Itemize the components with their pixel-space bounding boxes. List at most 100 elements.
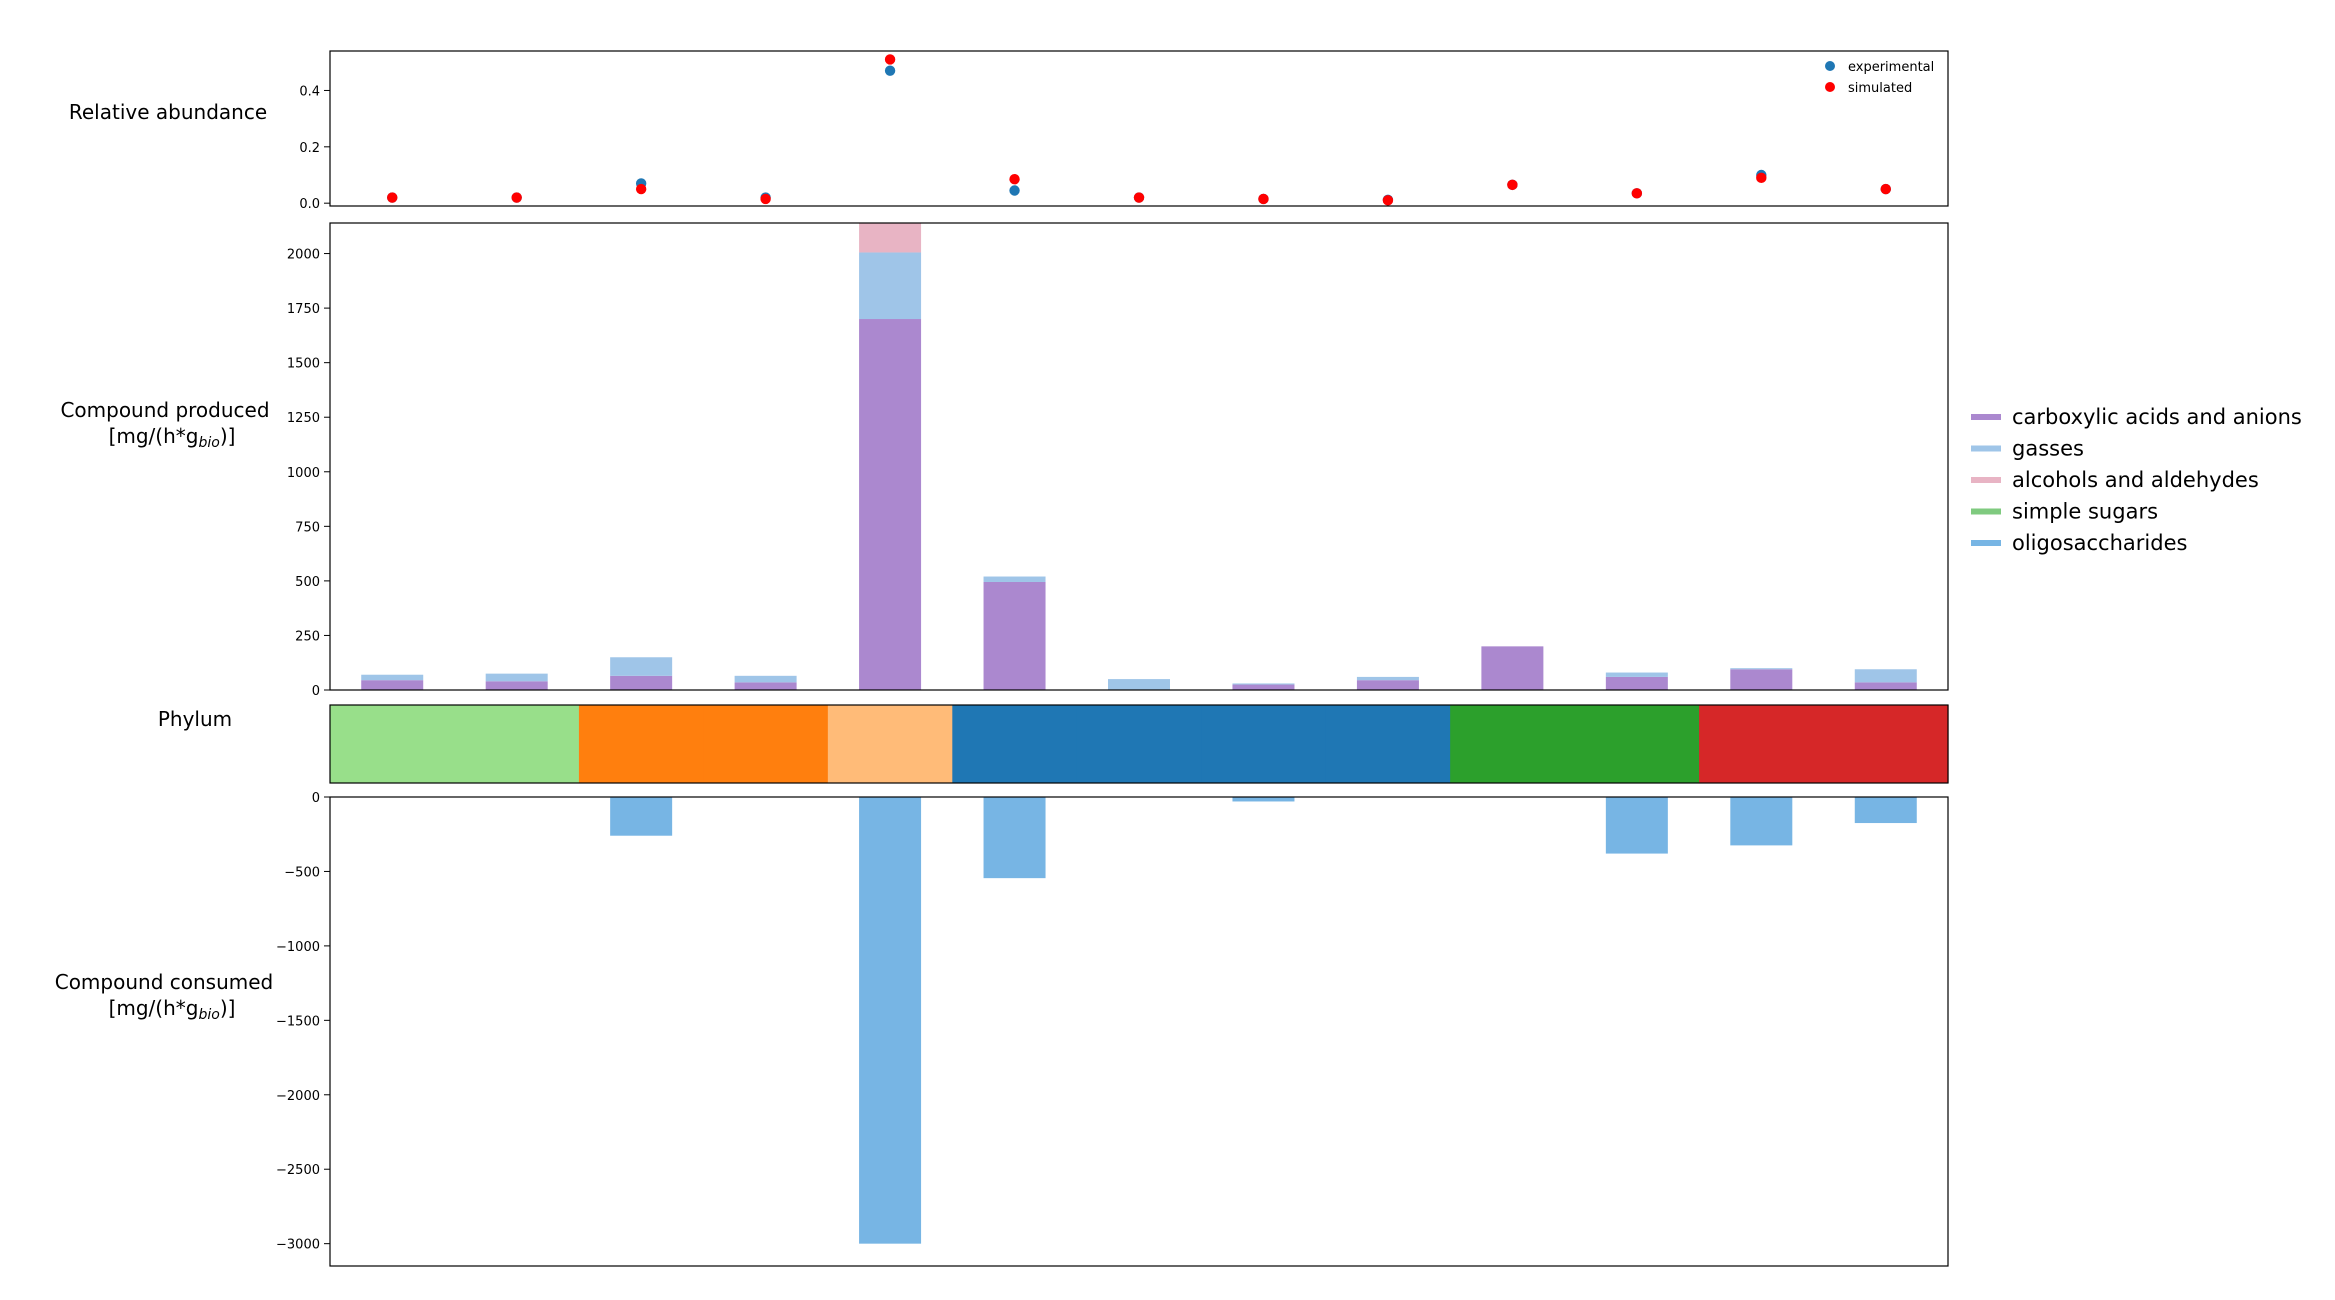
legend-label-4: simple sugars: [2012, 500, 2158, 524]
produced-bar-gasses-1: [361, 674, 424, 681]
legend-label-2: gasses: [2012, 437, 2084, 461]
produced-bar-gasses-4: [734, 675, 797, 683]
abundance-legend-marker-simulated: [1825, 82, 1835, 92]
abundance-point-simulated-2: [511, 192, 522, 203]
consumed-y-tick-label: −1500: [276, 1014, 320, 1029]
produced-bar-gasses-7: [1108, 679, 1170, 690]
consumed-y-tick-label: −2500: [276, 1163, 320, 1178]
produced-bar-carboxylic-acids-and-anions-9: [1356, 680, 1419, 690]
phylum-cell-7: [1076, 705, 1202, 783]
legend-label-5: oligosaccharides: [2012, 531, 2187, 555]
produced-bar-gasses-6: [983, 576, 1046, 582]
produced-y-tick-label: 1500: [287, 357, 320, 372]
phylum-cell-5: [827, 705, 953, 783]
phylum-cell-4: [703, 705, 829, 783]
produced-label-line2: [mg/(h*gbio)]: [109, 424, 236, 451]
produced-bar-carboxylic-acids-and-anions-11: [1605, 676, 1668, 690]
produced-bar-gasses-5: [859, 252, 922, 320]
consumed-y-tick-label: −3000: [276, 1238, 320, 1253]
phylum-cell-11: [1574, 705, 1700, 783]
consumed-bar-6: [983, 797, 1046, 879]
produced-bar-gasses-9: [1356, 676, 1419, 681]
abundance-point-simulated-6: [1009, 174, 1020, 185]
produced-bar-alcohols-and-aldehydes-5: [859, 223, 922, 253]
produced-y-tick-label: 500: [295, 575, 320, 590]
consumed-label-line1: Compound consumed: [55, 970, 274, 994]
produced-y-tick-label: 1000: [287, 466, 320, 481]
abundance-legend-label-simulated: simulated: [1848, 81, 1912, 96]
abundance-point-experimental-5: [884, 65, 896, 76]
legend-label-3: alcohols and aldehydes: [2012, 468, 2259, 492]
abundance-y-tick-label: 0.4: [299, 84, 320, 99]
abundance-legend-marker-experimental: [1825, 61, 1835, 71]
produced-bar-gasses-2: [485, 673, 548, 682]
consumed-label-line2: [mg/(h*gbio)]: [109, 996, 236, 1023]
phylum-cell-12: [1699, 705, 1825, 783]
produced-y-tick-label: 1250: [287, 411, 320, 426]
produced-y-tick-label: 0: [312, 684, 320, 699]
abundance-point-simulated-1: [387, 192, 398, 203]
produced-bar-carboxylic-acids-and-anions-2: [485, 681, 548, 690]
consumed-bar-5: [859, 797, 922, 1244]
compound-legend: carboxylic acids and anions gasses alcohol…: [1971, 405, 2302, 555]
produced-frame: [329, 222, 1949, 691]
produced-bar-carboxylic-acids-and-anions-8: [1232, 684, 1295, 690]
abundance-point-simulated-12: [1756, 172, 1767, 184]
consumed-y-tick-label: −1000: [276, 940, 320, 955]
produced-bar-carboxylic-acids-and-anions-10: [1481, 646, 1544, 690]
abundance-y-tick-label: 0.2: [299, 141, 320, 156]
abundance-point-simulated-7: [1133, 192, 1145, 203]
produced-bar-carboxylic-acids-and-anions-1: [361, 680, 424, 690]
abundance-point-simulated-5: [884, 54, 896, 65]
phylum-panel: [329, 704, 1949, 784]
produced-bar-gasses-12: [1730, 668, 1793, 670]
consumed-bar-3: [610, 797, 673, 836]
abundance-point-experimental-6: [1009, 185, 1020, 196]
phylum-cell-13: [1823, 705, 1949, 783]
produced-y-tick-label: 250: [295, 629, 320, 644]
abundance-y-tick-label: 0.0: [299, 197, 320, 212]
abundance-point-simulated-3: [635, 183, 647, 195]
phylum-cell-6: [952, 705, 1078, 783]
abundance-frame: [329, 50, 1949, 207]
produced-bar-gasses-8: [1232, 683, 1295, 685]
phylum-cell-1: [330, 705, 456, 783]
produced-y-tick-label: 2000: [287, 248, 320, 263]
produced-label-line1: Compound produced: [60, 398, 269, 422]
consumed-bar-12: [1730, 797, 1793, 846]
phylum-frame: [329, 704, 1949, 784]
produced-bar-carboxylic-acids-and-anions-4: [734, 682, 797, 690]
produced-bar-gasses-11: [1605, 672, 1668, 677]
produced-bar-gasses-3: [610, 657, 673, 676]
produced-bar-carboxylic-acids-and-anions-3: [610, 675, 673, 690]
produced-bar-carboxylic-acids-and-anions-6: [983, 581, 1046, 690]
phylum-cell-2: [454, 705, 580, 783]
consumed-bar-11: [1605, 797, 1668, 854]
produced-bar-carboxylic-acids-and-anions-12: [1730, 669, 1793, 690]
abundance-point-simulated-9: [1382, 195, 1394, 206]
abundance-point-simulated-11: [1631, 188, 1643, 199]
phylum-cell-8: [1201, 705, 1327, 783]
produced-y-tick-label: 750: [295, 520, 320, 535]
abundance-legend-label-experimental: experimental: [1848, 60, 1934, 75]
abundance-point-simulated-13: [1880, 183, 1891, 195]
phylum-cell-3: [578, 705, 704, 783]
phylum-cell-10: [1450, 705, 1576, 783]
consumed-frame: [329, 796, 1949, 1267]
compound-consumed-panel: −3000 −2500 −2000 −1500 −1000 −500 0: [276, 791, 1949, 1267]
consumed-y-tick-label: −500: [284, 865, 320, 880]
legend-label-1: carboxylic acids and anions: [2012, 405, 2302, 429]
consumed-y-tick-label: −2000: [276, 1089, 320, 1104]
relative-abundance-panel: 0.0 0.2 0.4 experimental simulated: [299, 50, 1949, 212]
consumed-bar-13: [1854, 797, 1917, 824]
abundance-point-simulated-8: [1258, 193, 1269, 205]
produced-y-tick-label: 1750: [287, 302, 320, 317]
produced-bar-gasses-13: [1854, 669, 1917, 683]
phylum-label: Phylum: [158, 707, 232, 731]
relative-abundance-label: Relative abundance: [69, 100, 267, 124]
produced-bar-carboxylic-acids-and-anions-5: [859, 319, 922, 690]
phylum-cell-9: [1325, 705, 1451, 783]
compound-produced-panel: 0 250 500 750 1000 1250 1500 1750 2000: [287, 222, 1949, 699]
produced-bar-carboxylic-acids-and-anions-13: [1854, 682, 1917, 690]
